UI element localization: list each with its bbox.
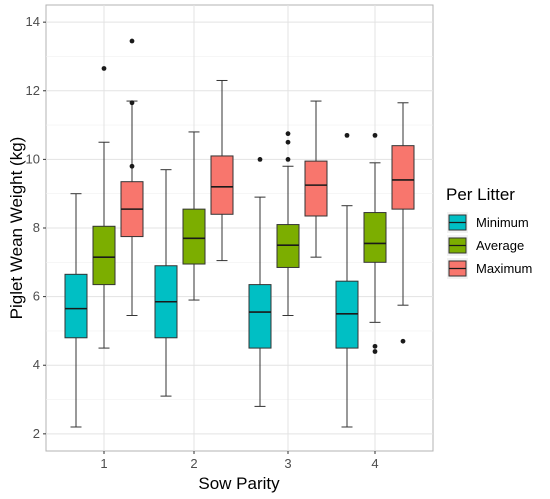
outlier-point xyxy=(101,66,107,71)
y-tick-label: 4 xyxy=(33,357,40,372)
box-minimum-parity-1 xyxy=(64,193,88,428)
box-average-parity-3 xyxy=(276,131,300,316)
y-axis-title: Piglet Wean Weight (kg) xyxy=(7,137,26,320)
legend-label: Average xyxy=(476,238,524,253)
x-axis-title: Sow Parity xyxy=(198,474,280,493)
iqr-box xyxy=(363,212,387,263)
outlier-point xyxy=(344,132,350,138)
iqr-box xyxy=(210,155,234,215)
y-tick-label: 10 xyxy=(26,151,40,166)
x-tick-label: 1 xyxy=(100,456,107,471)
y-tick-label: 8 xyxy=(33,220,40,235)
x-tick-label: 3 xyxy=(284,456,291,471)
box-minimum-parity-3 xyxy=(248,156,272,407)
box-average-parity-2 xyxy=(182,131,206,301)
box-series xyxy=(64,38,415,428)
series-average xyxy=(92,66,387,354)
box-minimum-parity-2 xyxy=(154,169,178,397)
legend-item-average: Average xyxy=(447,235,524,256)
outlier-point xyxy=(400,338,406,344)
legend-title: Per Litter xyxy=(446,185,515,204)
box-maximum-parity-1 xyxy=(120,38,144,316)
x-tick-label: 2 xyxy=(190,456,197,471)
box-minimum-parity-4 xyxy=(335,132,359,428)
iqr-box xyxy=(64,273,88,339)
legend-label: Minimum xyxy=(476,215,529,230)
outlier-point xyxy=(285,139,291,145)
box-maximum-parity-2 xyxy=(210,79,234,262)
y-tick-label: 12 xyxy=(26,83,40,98)
x-tick-labels: 1 2 3 4 xyxy=(100,451,379,471)
iqr-box xyxy=(304,160,328,217)
legend-items: Minimum Average Maximum xyxy=(447,212,532,279)
legend-item-minimum: Minimum xyxy=(447,212,529,233)
outlier-point xyxy=(372,343,378,349)
outlier-point xyxy=(372,349,378,354)
iqr-box xyxy=(182,208,206,265)
box-average-parity-1 xyxy=(92,66,116,349)
y-tick-label: 6 xyxy=(33,289,40,304)
iqr-box xyxy=(92,225,116,286)
legend-item-maximum: Maximum xyxy=(447,258,532,279)
y-tick-label: 14 xyxy=(26,14,40,29)
outlier-point xyxy=(129,163,135,169)
iqr-box xyxy=(335,280,359,349)
outlier-point xyxy=(129,100,135,106)
x-tick-label: 4 xyxy=(371,456,378,471)
box-maximum-parity-3 xyxy=(304,100,328,258)
iqr-box xyxy=(248,284,272,349)
outlier-point xyxy=(129,38,135,44)
outlier-point xyxy=(372,132,378,138)
box-average-parity-4 xyxy=(363,132,387,354)
iqr-box xyxy=(276,224,300,268)
outlier-point xyxy=(257,156,263,162)
box-maximum-parity-4 xyxy=(391,102,415,344)
legend: Per Litter Minimum Average Maximum xyxy=(446,185,532,279)
legend-label: Maximum xyxy=(476,261,532,276)
outlier-point xyxy=(285,131,291,137)
series-maximum xyxy=(120,38,415,344)
y-tick-label: 2 xyxy=(33,426,40,441)
series-minimum xyxy=(64,132,359,428)
iqr-box xyxy=(391,145,415,210)
y-tick-labels: 2 4 6 8 10 12 14 xyxy=(26,14,46,441)
outlier-point xyxy=(285,156,291,162)
